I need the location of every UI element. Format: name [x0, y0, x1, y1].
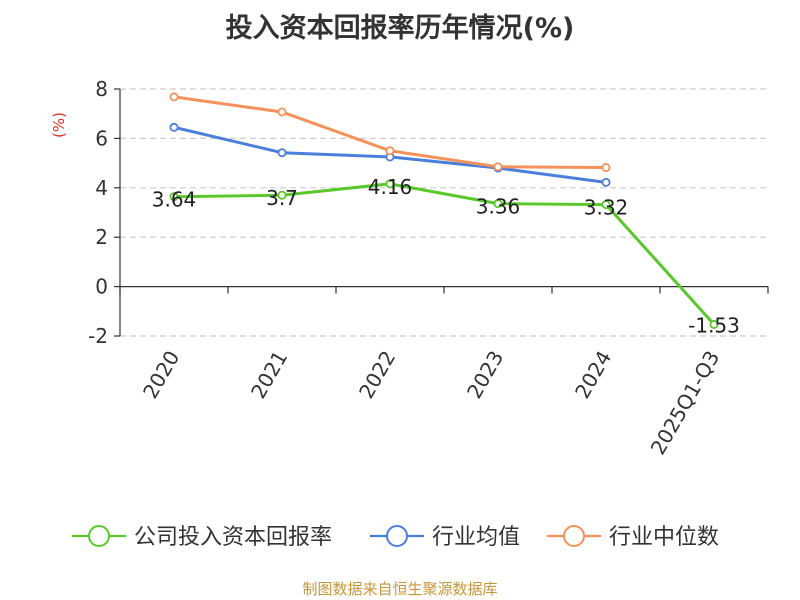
legend-label: 行业中位数 — [609, 525, 719, 550]
x-tick-label: 2020 — [138, 347, 184, 403]
x-tick-label: 2022 — [354, 347, 400, 403]
data-label: -1.53 — [688, 313, 740, 337]
data-point — [277, 107, 287, 117]
data-point — [169, 92, 179, 102]
data-labels: 3.64 3.7 4.16 3.36 3.32 -1.53 — [152, 175, 740, 338]
y-tick-labels: 8 6 4 2 0 -2 — [88, 77, 108, 348]
data-point — [493, 162, 503, 172]
legend-item[interactable]: 行业均值 — [370, 525, 520, 550]
legend-marker-icon — [563, 525, 585, 547]
data-label: 3.7 — [266, 186, 298, 210]
data-point — [169, 192, 179, 202]
legend-item[interactable]: 公司投入资本回报率 — [72, 525, 332, 550]
data-point — [709, 319, 719, 329]
axes — [114, 88, 769, 337]
series-line-0 — [173, 182, 716, 326]
data-point — [493, 199, 503, 209]
y-tick-label: -2 — [88, 324, 108, 348]
chart-title: 投入资本回报率历年情况(%) — [225, 13, 575, 44]
x-tick-labels: 2020 2021 2022 2023 2024 2025Q1-Q3 — [138, 347, 724, 459]
legend-marker-icon — [386, 525, 408, 547]
data-point — [601, 177, 611, 187]
y-tick-label: 8 — [95, 77, 108, 101]
data-point — [277, 190, 287, 200]
y-axis-label: (%) — [50, 112, 68, 138]
x-tick-label: 2023 — [462, 347, 508, 403]
data-point — [277, 148, 287, 158]
legend[interactable]: 公司投入资本回报率 行业均值 行业中位数 — [72, 525, 719, 550]
legend-item[interactable]: 行业中位数 — [547, 525, 719, 550]
data-point — [385, 146, 395, 156]
data-point — [601, 200, 611, 210]
source-footer: 制图数据来自恒生聚源数据库 — [302, 580, 498, 598]
data-point — [385, 179, 395, 189]
y-tick-label: 2 — [95, 225, 108, 249]
x-tick-label: 2024 — [570, 347, 616, 403]
data-label: 3.64 — [152, 188, 197, 212]
legend-marker-icon — [88, 525, 110, 547]
data-point — [601, 163, 611, 173]
legend-label: 行业均值 — [432, 525, 520, 550]
data-label: 4.16 — [368, 175, 413, 199]
y-tick-label: 4 — [95, 176, 108, 200]
y-tick-label: 6 — [95, 126, 108, 150]
legend-label: 公司投入资本回报率 — [134, 525, 332, 550]
x-tick-label: 2021 — [246, 347, 292, 403]
data-point — [169, 122, 179, 132]
gridlines — [120, 88, 768, 337]
y-tick-label: 0 — [95, 275, 108, 299]
x-tick-label: 2025Q1-Q3 — [646, 347, 725, 459]
series-points — [169, 92, 719, 329]
data-label: 3.32 — [584, 196, 629, 220]
data-label: 3.36 — [476, 195, 521, 219]
